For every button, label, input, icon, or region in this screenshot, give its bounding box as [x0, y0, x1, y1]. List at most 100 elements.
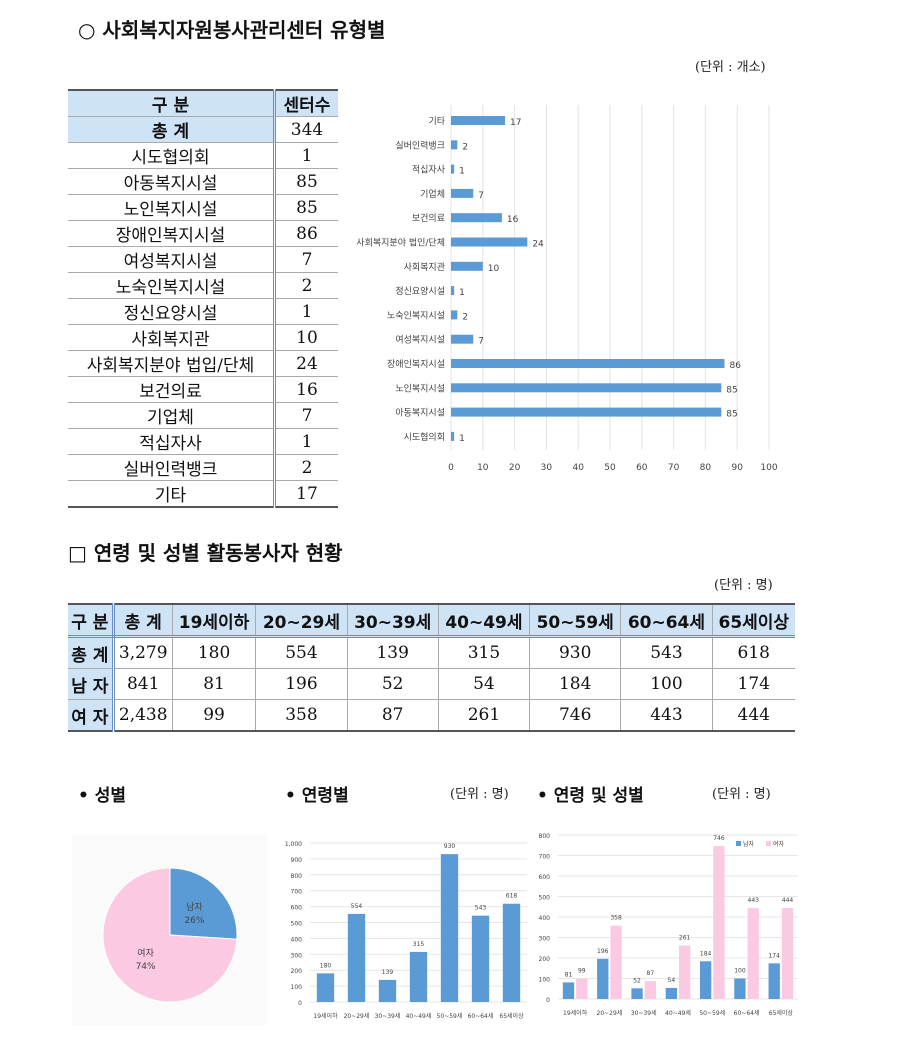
table-cell: 50~59세 — [529, 603, 622, 638]
bar — [665, 987, 677, 999]
data-label: 10 — [488, 264, 500, 274]
bar — [451, 237, 528, 247]
x-category-label: 65세이상 — [499, 1012, 524, 1020]
x-tick-label: 80 — [700, 463, 712, 473]
bar — [451, 383, 722, 393]
table-cell: 2,438 — [113, 699, 173, 732]
data-label: 85 — [726, 410, 737, 420]
table-cell: 841 — [113, 668, 173, 700]
slice-label: 여자 — [137, 947, 154, 959]
x-tick-label: 70 — [668, 463, 680, 473]
table-cell: 444 — [712, 699, 795, 732]
table-cell: 344 — [274, 116, 338, 143]
x-category-label: 30~39세 — [631, 1009, 657, 1017]
table-row: 여성복지시설 7 — [68, 246, 338, 273]
bar — [699, 961, 712, 999]
data-label: 444 — [782, 897, 794, 904]
table-cell: 52 — [347, 668, 439, 700]
table-row: 남 자 841 81 196 52 54 184 100 174 — [68, 668, 795, 700]
bar — [768, 963, 780, 999]
data-label: 52 — [633, 977, 641, 984]
table-cell: 아동복지시설 — [68, 168, 276, 195]
table-cell: 구 분 — [68, 603, 115, 638]
table-row: 총 계 344 — [68, 116, 338, 143]
x-tick-label: 50 — [604, 463, 616, 473]
y-tick-label: 1,000 — [285, 841, 302, 848]
table-row: 실버인력뱅크 2 — [68, 454, 338, 481]
bar — [562, 982, 575, 999]
y-tick-label: 800 — [539, 833, 551, 840]
data-label: 443 — [748, 897, 760, 904]
table-cell: 시도협의회 — [68, 142, 276, 169]
x-category-label: 19세이하 — [563, 1009, 588, 1017]
table-cell: 사회복지분야 법입/단체 — [68, 350, 276, 377]
age-gender-unit: (단위 : 명) — [712, 787, 771, 802]
bar — [451, 310, 458, 320]
table-row: 사회복지관 10 — [68, 324, 338, 351]
bar — [451, 164, 455, 174]
data-label: 139 — [382, 969, 394, 976]
x-tick-label: 60 — [636, 463, 648, 473]
x-category-label: 30~39세 — [375, 1012, 401, 1020]
table-cell: 139 — [347, 636, 439, 669]
y-category-label: 정신요양시설 — [395, 286, 445, 297]
bar — [451, 431, 455, 441]
legend-label: 여자 — [773, 840, 785, 848]
data-label: 618 — [506, 893, 518, 900]
table-cell: 554 — [255, 636, 348, 669]
data-label: 358 — [610, 915, 622, 922]
y-tick-label: 700 — [291, 889, 303, 896]
table-cell: 87 — [347, 699, 439, 732]
data-label: 81 — [565, 971, 573, 978]
bar — [451, 188, 474, 198]
center-type-table: 구 분 센터수 총 계 344 시도협의회 1 아동복지시설 85 노인복지시설 85 장애인복지시… — [68, 89, 338, 508]
data-label: 86 — [729, 361, 741, 371]
table-cell: 81 — [172, 668, 257, 700]
data-label: 196 — [597, 948, 609, 955]
age-gender-subtitle: • 연령 및 성별 — [537, 786, 644, 806]
table-cell: 총 계 — [68, 116, 276, 143]
data-label: 184 — [700, 950, 712, 957]
table-cell: 54 — [438, 668, 531, 700]
x-tick-label: 10 — [477, 463, 489, 473]
pie-slice — [102, 867, 238, 1003]
table-cell: 2 — [274, 272, 338, 299]
table-cell: 358 — [255, 699, 348, 732]
y-tick-label: 600 — [539, 874, 551, 881]
table-cell: 실버인력뱅크 — [68, 454, 276, 481]
table-cell: 여 자 — [68, 699, 115, 732]
y-tick-label: 800 — [291, 873, 303, 880]
data-label: 1 — [459, 434, 465, 444]
table-cell: 196 — [255, 668, 348, 700]
table-cell: 1 — [274, 428, 338, 455]
table-cell: 1 — [274, 298, 338, 325]
legend-swatch — [766, 841, 771, 846]
y-tick-label: 200 — [539, 956, 551, 963]
section1-title: ○ 사회복지자원봉사관리센터 유형별 — [78, 18, 386, 42]
table-row: 적십자사 1 — [68, 428, 338, 455]
table-cell: 총 계 — [113, 603, 173, 638]
section2-title: □ 연령 및 성별 활동봉사자 현황 — [68, 541, 343, 565]
table-cell: 남 자 — [68, 668, 115, 700]
table-row: 사회복지분야 법입/단체 24 — [68, 350, 338, 377]
bar — [451, 261, 483, 271]
table-cell: 7 — [274, 402, 338, 429]
x-category-label: 19세이하 — [313, 1012, 338, 1020]
table-cell: 장애인복지시설 — [68, 220, 276, 247]
data-label: 261 — [679, 934, 691, 941]
table-row: 시도협의회 1 — [68, 142, 338, 169]
age-gender-bar-chart: 0 100 200 300 400 500 600 700 800 19세이하 81 99 20~29세… — [539, 833, 798, 1017]
data-label: 554 — [351, 903, 363, 910]
table-row: 기업체 7 — [68, 402, 338, 429]
table-cell: 19세이하 — [172, 603, 257, 638]
bar — [451, 407, 722, 417]
bar — [610, 925, 622, 999]
table-cell: 60~64세 — [620, 603, 713, 638]
bar — [576, 978, 588, 999]
table-cell: 315 — [438, 636, 531, 669]
slice-percent: 74% — [136, 962, 156, 972]
bar — [409, 951, 428, 1002]
bar — [451, 116, 506, 125]
